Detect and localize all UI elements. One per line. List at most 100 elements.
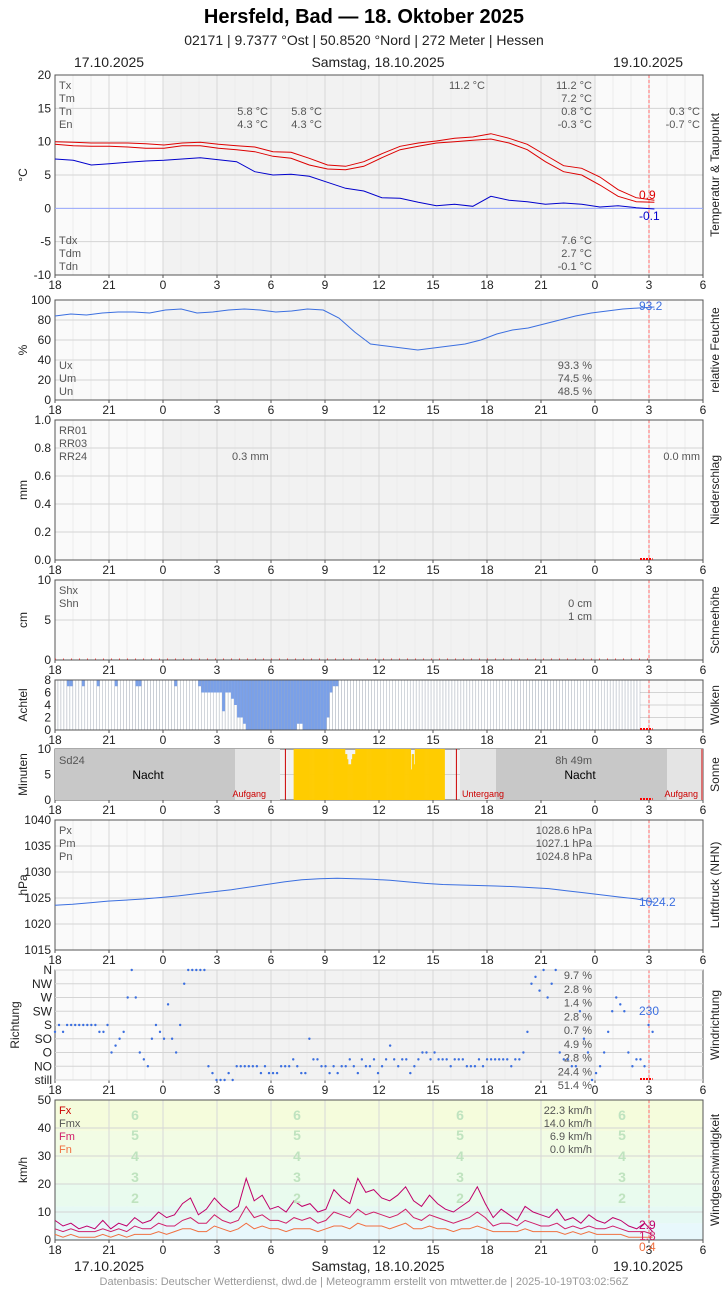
sun-bar	[300, 749, 303, 800]
cloud-bar	[415, 679, 420, 731]
cloud-bar	[63, 679, 68, 731]
x-tick-label: 0	[592, 953, 599, 967]
direction-point	[78, 1023, 81, 1027]
y-tick-label: 5	[44, 613, 51, 627]
sun-bar	[437, 749, 439, 800]
x-tick-label: 18	[48, 1083, 62, 1097]
x-tick-label: 0	[592, 563, 599, 577]
x-tick-label: 6	[700, 733, 707, 747]
x-tick-label: 3	[646, 403, 653, 417]
direction-point	[376, 1071, 380, 1075]
cloud-fill	[225, 680, 229, 693]
y-tick-label: -10	[34, 268, 52, 282]
cloud-bar	[111, 679, 115, 731]
direction-point	[384, 1058, 388, 1061]
direction-point	[304, 1071, 307, 1075]
x-tick-label: 3	[646, 278, 653, 292]
direction-point	[106, 1023, 109, 1027]
cloud-bar	[165, 679, 169, 731]
direction-pct: 2.8 %	[564, 1011, 592, 1023]
cloud-bar	[466, 679, 471, 731]
sun-bar	[418, 749, 421, 800]
direction-point	[344, 1065, 347, 1068]
x-tick-label: 0	[160, 953, 167, 967]
cloud-bar	[636, 679, 641, 731]
direction-point	[118, 1037, 121, 1040]
direction-point	[283, 1065, 287, 1068]
cloud-bar	[374, 679, 378, 731]
direction-point	[114, 1044, 117, 1047]
x-tick-label: 18	[480, 403, 494, 417]
direction-point	[615, 996, 618, 999]
x-tick-label: 18	[480, 278, 494, 292]
cloud-fill	[81, 680, 85, 687]
x-tick-label: 3	[214, 278, 221, 292]
x-tick-label: 21	[102, 403, 116, 417]
side-label: Wolken	[708, 685, 722, 725]
x-tick-label: 6	[268, 1243, 275, 1257]
cloud-bar	[612, 679, 617, 731]
data-source-footer: Datenbasis: Deutscher Wetterdienst, dwd.…	[99, 1276, 629, 1288]
direction-point	[199, 968, 202, 972]
direction-label: N	[43, 963, 52, 977]
y-axis-label: km/h	[16, 1157, 30, 1183]
cloud-bar	[102, 679, 106, 731]
direction-point	[320, 1065, 323, 1068]
sun-bar	[353, 754, 355, 800]
sun-bar	[334, 749, 337, 800]
x-tick-label: 9	[322, 1243, 329, 1257]
cloud-bar	[350, 679, 354, 731]
direction-point	[481, 1065, 485, 1068]
x-tick-label: 6	[268, 563, 275, 577]
sun-bar	[359, 749, 361, 800]
direction-point	[231, 1078, 234, 1082]
cloud-bar	[445, 679, 450, 731]
direction-point	[485, 1058, 489, 1061]
side-label: Sonne	[708, 757, 722, 792]
cloud-fill	[234, 680, 238, 705]
direction-point	[328, 1071, 331, 1075]
x-tick-label: 0	[160, 803, 167, 817]
plot-frame	[54, 1099, 704, 1241]
sun-bar	[366, 749, 368, 800]
beaufort-label: 6	[131, 1107, 139, 1123]
direction-point	[635, 1058, 638, 1061]
cloud-fill	[278, 680, 282, 730]
direction-point	[332, 1065, 335, 1068]
sun-bar	[372, 749, 375, 800]
direction-point	[611, 1010, 614, 1013]
cloud-fill	[326, 680, 330, 718]
x-tick-label: 6	[700, 953, 707, 967]
sun-bar	[351, 759, 353, 800]
direction-point	[364, 1065, 368, 1068]
value-next: -0.7 °C	[666, 119, 700, 131]
sun-bar	[367, 749, 369, 800]
x-tick-label: 0	[160, 733, 167, 747]
beaufort-label: 6	[293, 1107, 301, 1123]
cloud-bar	[523, 679, 527, 731]
direction-label: NO	[34, 1059, 52, 1073]
label-left: Tn	[59, 106, 72, 118]
label-left: Tm	[59, 93, 75, 105]
cloud-bar	[66, 679, 71, 731]
value-prev: 0.3 mm	[232, 451, 269, 463]
direction-point	[465, 1065, 469, 1068]
side-label: Windgeschwindigkeit	[708, 1113, 722, 1226]
x-tick-label: 6	[700, 403, 707, 417]
sun-bar	[434, 749, 436, 800]
sun-bar	[401, 749, 403, 800]
y-tick-label: 40	[38, 353, 52, 367]
value-day: -0.3 °C	[558, 119, 592, 131]
cloud-bar	[377, 679, 381, 731]
cloud-bar	[335, 679, 339, 731]
x-tick-label: 12	[372, 663, 386, 677]
x-tick-label: 0	[160, 1243, 167, 1257]
cloud-bar	[559, 679, 563, 731]
cloud-bar	[526, 679, 530, 731]
cloud-bar	[598, 679, 602, 731]
cloud-fill	[287, 680, 291, 730]
direction-point	[550, 982, 553, 985]
x-tick-label: 6	[268, 1083, 275, 1097]
direction-point	[546, 996, 549, 999]
cloud-bar	[442, 679, 447, 731]
